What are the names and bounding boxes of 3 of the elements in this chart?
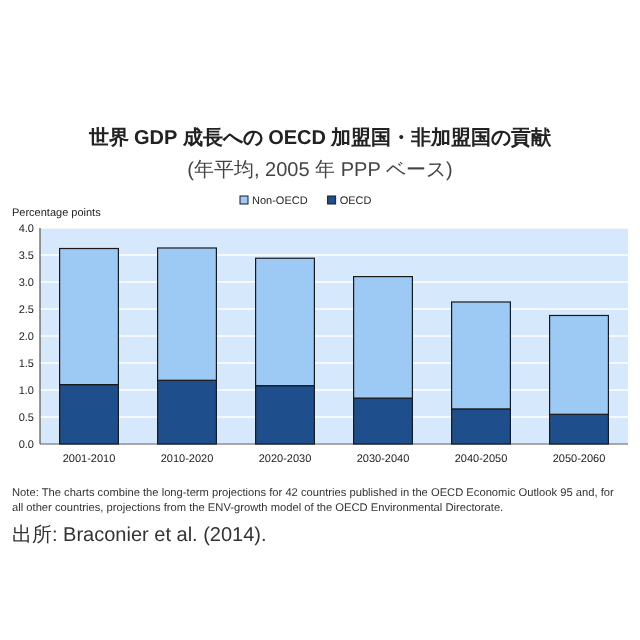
chart-title: 世界 GDP 成長への OECD 加盟国・非加盟国の貢献: [86, 126, 554, 150]
chart-subtitle: (年平均, 2005 年 PPP ベース): [187, 158, 453, 182]
text: 出所: Braconier et al. (2014).: [12, 523, 267, 548]
